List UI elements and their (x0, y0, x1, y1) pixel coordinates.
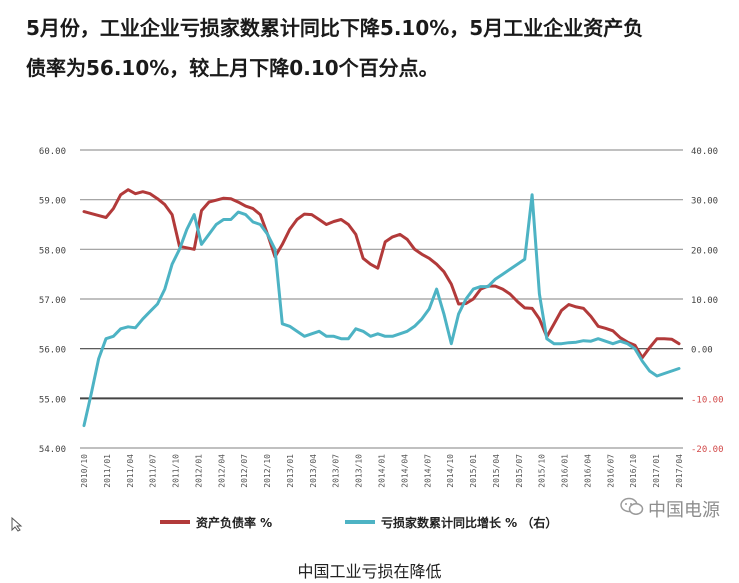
figure-caption: 中国工业亏损在降低 (297, 562, 442, 581)
x-tick-label: 2013/04 (309, 454, 318, 488)
right-tick-label: -20.00 (691, 445, 724, 455)
left-tick-label: 60.00 (39, 147, 66, 157)
right-tick-label: -10.00 (691, 395, 724, 405)
x-tick-label: 2015/04 (492, 454, 501, 488)
x-tick-label: 2016/10 (629, 454, 638, 488)
expand-cursor-icon (10, 516, 26, 536)
x-tick-label: 2014/10 (446, 454, 455, 488)
left-tick-label: 55.00 (39, 395, 66, 405)
x-tick-label: 2017/04 (675, 454, 684, 488)
x-tick-label: 2011/04 (126, 454, 135, 488)
left-tick-label: 57.00 (39, 296, 66, 306)
x-tick-label: 2014/04 (400, 454, 409, 488)
x-tick-label: 2016/07 (606, 454, 615, 488)
x-tick-label: 2013/01 (286, 454, 295, 488)
x-tick-label: 2016/01 (561, 454, 570, 488)
legend-label-asset-ratio: 资产负债率 % (196, 515, 272, 530)
x-tick-label: 2012/07 (240, 454, 249, 488)
x-tick-label: 2013/10 (355, 454, 364, 488)
x-tick-label: 2012/04 (217, 454, 226, 488)
x-tick-label: 2013/07 (332, 454, 341, 488)
x-tick-label: 2015/07 (515, 454, 524, 488)
x-tick-label: 2011/01 (103, 454, 112, 488)
wechat-logo-icon (620, 497, 644, 522)
right-tick-label: 40.00 (691, 147, 718, 157)
watermark: 中国电源 (620, 496, 720, 522)
right-tick-label: 20.00 (691, 246, 718, 256)
x-tick-label: 2011/07 (149, 454, 158, 488)
x-tick-label: 2017/01 (652, 454, 661, 488)
x-tick-label: 2015/10 (538, 454, 547, 488)
headline-line-2: 债率为56.10%，较上月下降0.10个百分点。 (26, 56, 439, 80)
left-tick-label: 56.00 (39, 346, 66, 356)
x-tick-label: 2011/10 (172, 454, 181, 488)
watermark-text: 中国电源 (648, 500, 720, 521)
x-tick-label: 2012/01 (194, 454, 203, 488)
headline: 5月份，工业企业亏损家数累计同比下降5.10%，5月工业企业资产负 债率为56.… (26, 8, 726, 88)
x-tick-label: 2010/10 (80, 454, 89, 488)
headline-line-1: 5月份，工业企业亏损家数累计同比下降5.10%，5月工业企业资产负 (26, 16, 644, 40)
right-tick-label: 10.00 (691, 296, 718, 306)
x-tick-label: 2012/10 (263, 454, 272, 488)
series-line-asset-ratio (82, 188, 681, 360)
right-tick-label: 0.00 (691, 346, 713, 356)
x-tick-label: 2014/01 (378, 454, 387, 488)
x-tick-label: 2014/07 (423, 454, 432, 488)
legend-label-loss-growth: 亏损家数累计同比增长 % （右） (381, 515, 557, 530)
left-tick-label: 58.00 (39, 246, 66, 256)
series-line-loss-growth (82, 193, 681, 428)
left-tick-label: 54.00 (39, 445, 66, 455)
x-tick-label: 2016/04 (583, 454, 592, 488)
x-tick-label: 2015/01 (469, 454, 478, 488)
right-tick-label: 30.00 (691, 197, 718, 207)
dual-axis-line-chart: 54.00 55.00 56.00 57.00 58.00 59.00 60.00 -20.0… (39, 147, 724, 530)
left-tick-label: 59.00 (39, 197, 66, 207)
